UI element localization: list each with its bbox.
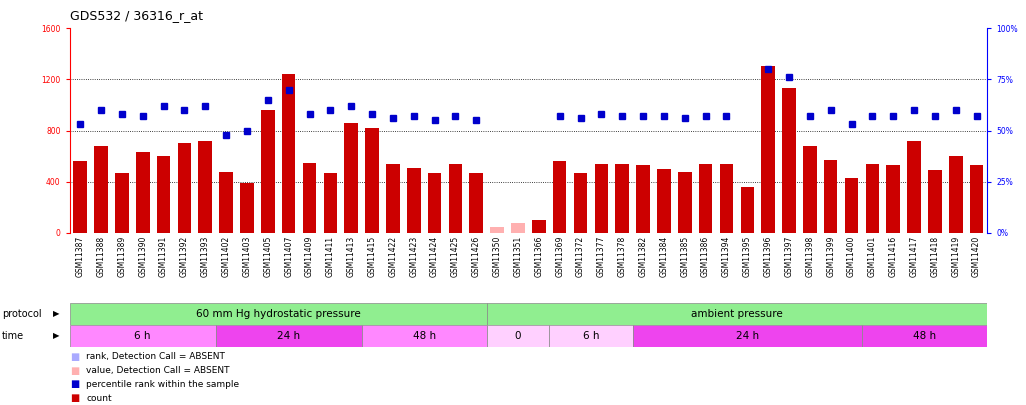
Bar [657, 169, 671, 233]
Bar [345, 123, 358, 233]
Bar [970, 165, 983, 233]
Text: percentile rank within the sample: percentile rank within the sample [86, 380, 239, 389]
Text: time: time [2, 331, 25, 341]
Bar [361, 325, 486, 347]
Text: count: count [86, 394, 112, 403]
Bar [636, 165, 649, 233]
Bar [115, 173, 128, 233]
Bar [303, 162, 316, 233]
Bar [574, 173, 587, 233]
Bar [699, 164, 712, 233]
Bar [866, 164, 879, 233]
Text: 60 mm Hg hydrostatic pressure: 60 mm Hg hydrostatic pressure [196, 309, 360, 319]
Bar [595, 164, 608, 233]
Bar [136, 152, 150, 233]
Bar [386, 164, 400, 233]
Bar [616, 164, 629, 233]
Bar [240, 183, 253, 233]
Bar [803, 146, 817, 233]
Text: 24 h: 24 h [736, 331, 759, 341]
Bar [490, 226, 504, 233]
Text: rank, Detection Call = ABSENT: rank, Detection Call = ABSENT [86, 352, 225, 361]
Text: ■: ■ [70, 352, 79, 362]
Text: protocol: protocol [2, 309, 42, 319]
Bar [407, 168, 421, 233]
Bar [74, 161, 87, 233]
Bar [741, 187, 754, 233]
Bar [782, 88, 796, 233]
Bar [549, 325, 633, 347]
Text: 48 h: 48 h [913, 331, 936, 341]
Text: ▶: ▶ [53, 309, 60, 318]
Text: 6 h: 6 h [134, 331, 151, 341]
Bar [448, 164, 462, 233]
Text: 24 h: 24 h [277, 331, 301, 341]
Bar [553, 161, 566, 233]
Bar [532, 220, 546, 233]
Bar [886, 165, 900, 233]
Text: value, Detection Call = ABSENT: value, Detection Call = ABSENT [86, 366, 230, 375]
Bar [486, 303, 987, 325]
Bar [511, 223, 524, 233]
Bar [198, 141, 212, 233]
Bar [70, 325, 215, 347]
Text: 48 h: 48 h [412, 331, 436, 341]
Bar [215, 325, 361, 347]
Bar [428, 173, 441, 233]
Bar [719, 164, 734, 233]
Bar [323, 173, 338, 233]
Bar [94, 146, 108, 233]
Text: ▶: ▶ [53, 332, 60, 341]
Bar [282, 74, 295, 233]
Bar [470, 173, 483, 233]
Bar [157, 156, 170, 233]
Text: ■: ■ [70, 379, 79, 389]
Bar [929, 170, 942, 233]
Bar [70, 303, 486, 325]
Bar [949, 156, 962, 233]
Bar [177, 143, 191, 233]
Text: ambient pressure: ambient pressure [690, 309, 783, 319]
Bar [824, 160, 837, 233]
Bar [261, 110, 275, 233]
Bar [486, 325, 549, 347]
Bar [761, 66, 775, 233]
Bar [220, 171, 233, 233]
Bar [365, 128, 379, 233]
Text: ■: ■ [70, 393, 79, 403]
Bar [633, 325, 862, 347]
Bar [678, 171, 692, 233]
Text: 6 h: 6 h [583, 331, 599, 341]
Text: ■: ■ [70, 366, 79, 375]
Bar [862, 325, 987, 347]
Text: 0: 0 [515, 331, 521, 341]
Bar [844, 178, 859, 233]
Text: GDS532 / 36316_r_at: GDS532 / 36316_r_at [70, 9, 203, 22]
Bar [907, 141, 920, 233]
